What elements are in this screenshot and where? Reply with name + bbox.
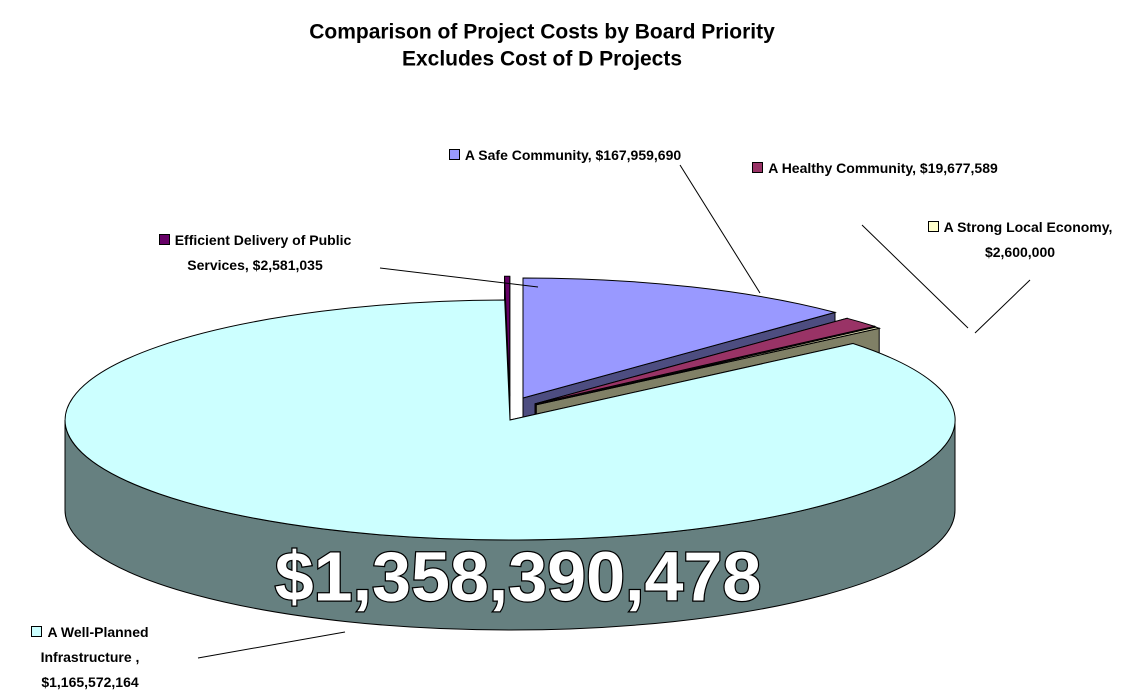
label-separator: , — [135, 649, 140, 665]
label-name: A Strong Local Economy — [943, 219, 1109, 235]
legend-key — [31, 626, 43, 637]
leader-line — [861, 224, 969, 329]
label-value: $19,677,589 — [919, 160, 998, 176]
data-label: Efficient Delivery of Public Services, $… — [140, 228, 370, 278]
leader-line — [974, 279, 1031, 334]
slice-top — [534, 317, 877, 405]
label-value: $2,600,000 — [984, 244, 1056, 260]
slice-top — [536, 326, 882, 406]
label-separator: , — [244, 257, 249, 273]
total-annotation: $1,358,390,478 — [275, 537, 762, 615]
label-separator: , — [587, 147, 592, 163]
legend-key — [448, 149, 460, 160]
label-name: A Safe Community — [464, 147, 588, 163]
slice-top — [503, 275, 511, 397]
leader-line — [679, 164, 761, 294]
label-name: Efficient Delivery of Public Services — [174, 232, 352, 273]
label-name: A Well-Planned Infrastructure — [40, 624, 149, 665]
legend-key — [158, 234, 170, 245]
label-name: A Healthy Community — [768, 160, 913, 176]
leader-lines — [197, 164, 1031, 659]
leader-line — [197, 631, 346, 659]
data-label: A Well-Planned Infrastructure , $1,165,5… — [0, 620, 180, 694]
label-separator: , — [912, 160, 917, 176]
chart-subtitle: Excludes Cost of D Projects — [402, 48, 682, 71]
label-value: $2,581,035 — [252, 257, 323, 273]
data-label: A Safe Community, $167,959,690 — [445, 143, 685, 168]
slice-top — [64, 299, 956, 541]
legend-key — [752, 162, 764, 173]
slice-top — [522, 277, 837, 399]
leader-line — [379, 267, 539, 288]
label-value: $1,165,572,164 — [41, 674, 139, 690]
pie — [64, 275, 956, 631]
data-label: A Strong Local Economy, $2,600,000 — [905, 215, 1135, 265]
legend-key — [927, 221, 939, 232]
label-separator: , — [1108, 219, 1113, 235]
data-label: A Healthy Community, $19,677,589 — [745, 156, 1005, 181]
label-value: $167,959,690 — [595, 147, 682, 163]
chart-title: Comparison of Project Costs by Board Pri… — [309, 21, 775, 44]
